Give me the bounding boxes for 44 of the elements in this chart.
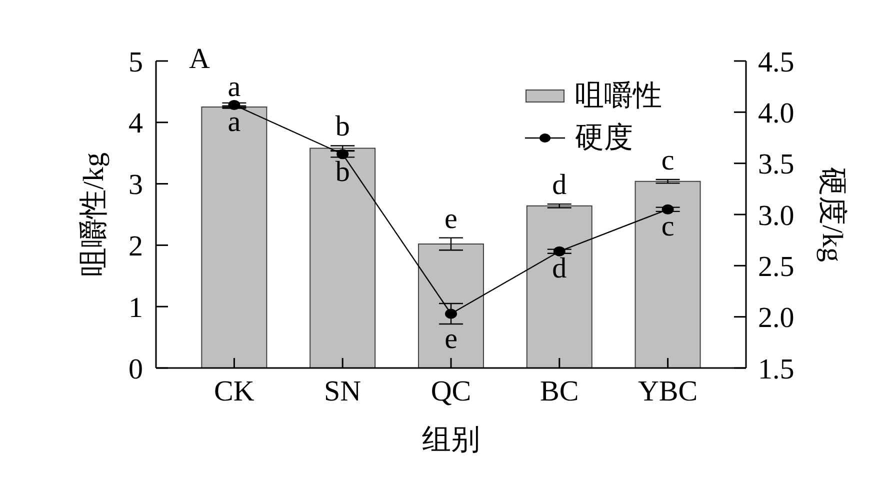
bar [418, 243, 484, 368]
y2-tick-label: 4.0 [758, 97, 794, 130]
data-label: b [335, 110, 350, 143]
x-tick-label: SN [324, 376, 362, 408]
point [228, 100, 240, 110]
data-label: e [444, 202, 458, 235]
y2-axis-title: 硬度/kg [816, 166, 848, 262]
y-tick-label: 1 [128, 292, 143, 324]
y-tick-label: 5 [128, 46, 143, 78]
point [445, 308, 457, 319]
point [553, 246, 566, 256]
data-label: d [552, 169, 568, 202]
legend-label: 硬度 [575, 122, 633, 154]
bar [526, 205, 592, 368]
y2-tick-label: 2.0 [758, 302, 794, 334]
data-label: c [661, 144, 674, 176]
y2-tick-label: 2.5 [758, 250, 794, 283]
bar [310, 148, 376, 368]
y-tick-label: 0 [128, 353, 143, 386]
y2-tick-label: 1.5 [758, 353, 794, 386]
y-axis-title: 咀嚼性/kg [78, 152, 110, 277]
data-label: a [228, 70, 241, 103]
data-label: d [552, 252, 568, 284]
x-axis-title: 组别 [422, 424, 480, 456]
data-label: c [661, 210, 674, 242]
annotation: A [189, 43, 210, 75]
data-label: a [228, 106, 241, 138]
y2-tick-label: 4.5 [758, 46, 794, 78]
y2-tick-label: 3.5 [758, 148, 794, 181]
data-label: e [444, 322, 458, 355]
y2-tick-label: 3.0 [758, 200, 794, 232]
bar [201, 106, 268, 368]
bar [634, 180, 701, 368]
y-tick-label: 2 [128, 230, 143, 262]
x-tick-label: QC [430, 376, 472, 408]
y-tick-label: 3 [128, 169, 143, 202]
legend-label: 咀嚼性 [575, 80, 662, 112]
data-label: b [335, 156, 350, 188]
y-tick-label: 4 [128, 108, 144, 140]
x-tick-label: YBC [638, 376, 698, 408]
point [336, 149, 349, 160]
point [662, 204, 674, 214]
x-tick-label: BC [540, 376, 579, 408]
x-tick-label: CK [214, 376, 254, 408]
